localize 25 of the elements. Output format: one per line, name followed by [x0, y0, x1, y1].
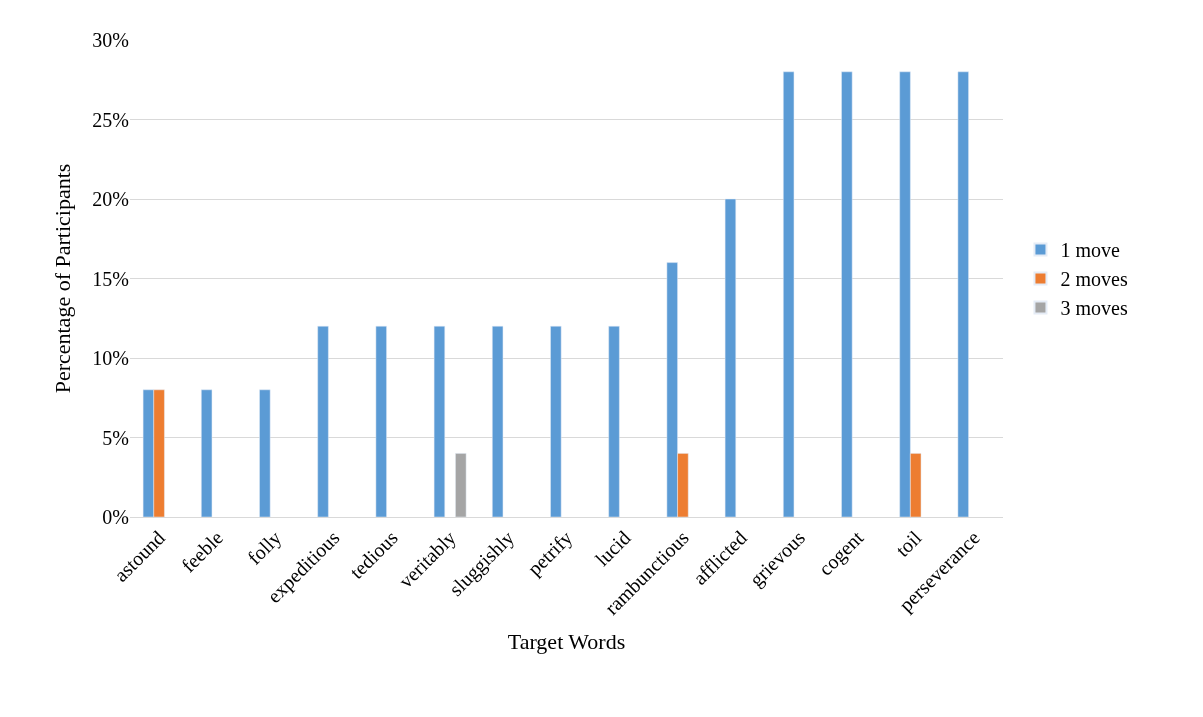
- y-tick-label: 30%: [92, 29, 129, 51]
- bar: [455, 453, 467, 517]
- legend-label: 1 move: [1060, 239, 1121, 262]
- y-tick-label: 10%: [92, 347, 129, 369]
- y-tick-label: 5%: [102, 426, 129, 449]
- bar: [550, 325, 562, 517]
- bar: [317, 325, 329, 517]
- y-axis-title: Percentage of Participants: [50, 163, 76, 394]
- bar: [259, 389, 271, 517]
- bar: [375, 325, 387, 517]
- bar: [608, 325, 620, 517]
- legend-label: 2 moves: [1060, 268, 1128, 291]
- bar: [201, 389, 213, 517]
- x-axis-title: Target Words: [507, 628, 626, 654]
- legend-label: 3 moves: [1060, 297, 1128, 320]
- bar: [492, 325, 504, 517]
- bar: [783, 71, 795, 517]
- y-tick-label: 15%: [92, 267, 129, 290]
- y-tick-label: 0%: [102, 506, 129, 528]
- bar: [724, 198, 737, 517]
- bar: [433, 325, 446, 517]
- bar: [841, 71, 853, 517]
- y-tick-label: 20%: [92, 188, 129, 210]
- y-tick-label: 25%: [92, 108, 129, 131]
- bar: [957, 71, 969, 517]
